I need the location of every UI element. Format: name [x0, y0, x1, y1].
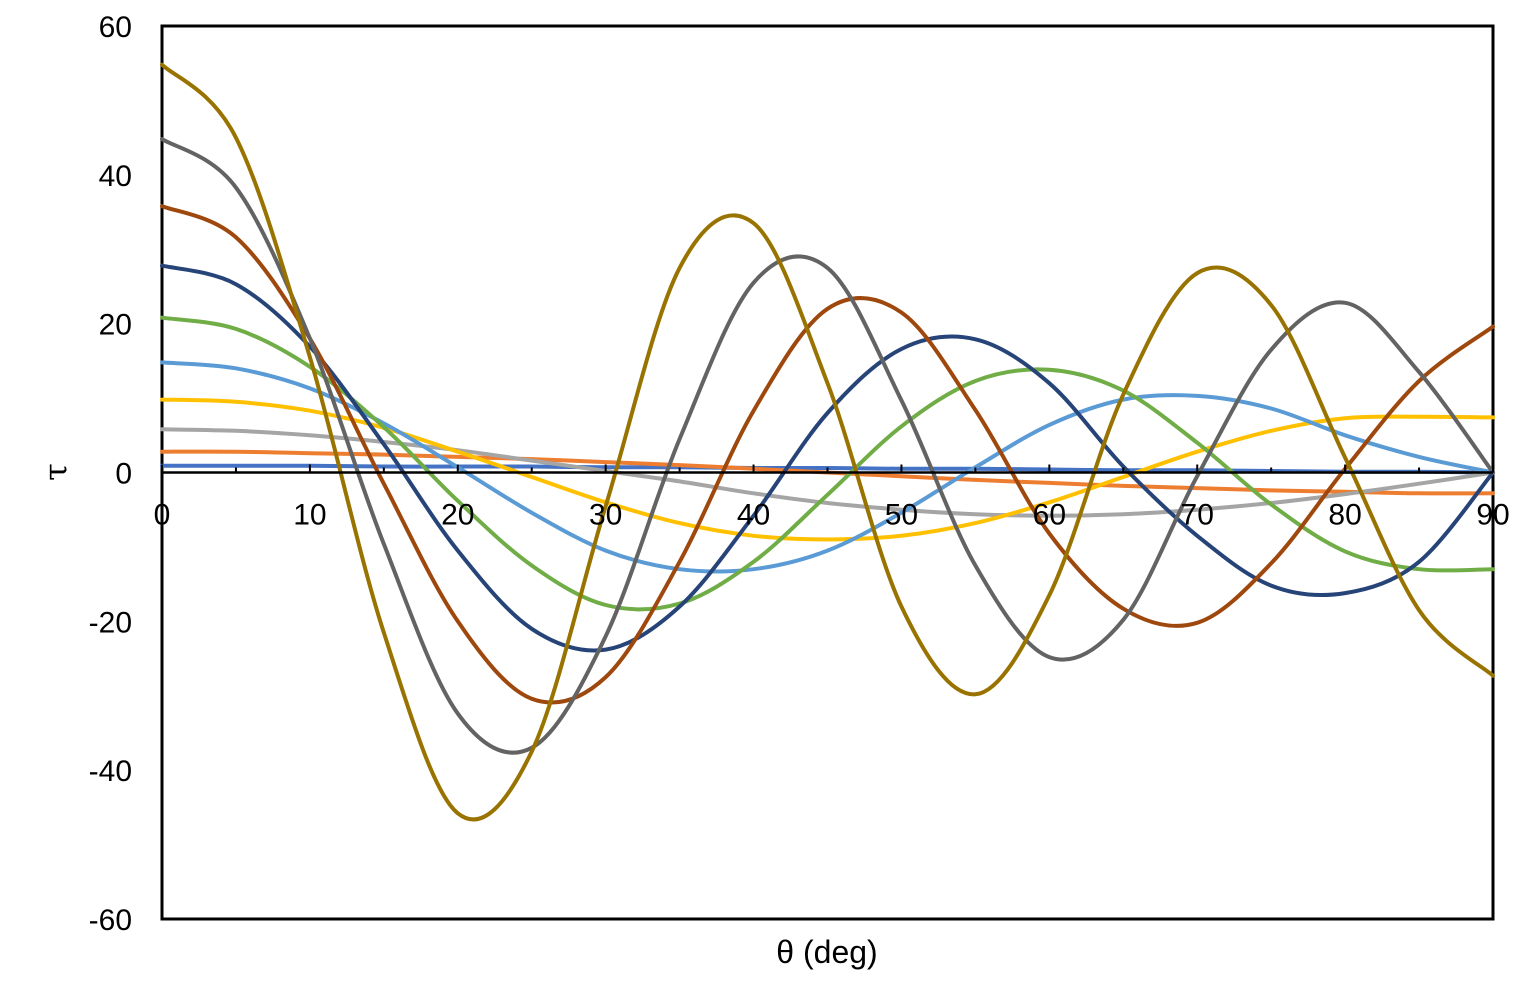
axis-layer: 0 10 20 30 40 50 60 70 80 90 60 40 20 0 -20 -40 -60	[89, 11, 1510, 937]
x-tick-label: 40	[737, 499, 770, 532]
x-tick-label: 80	[1328, 499, 1361, 532]
series-line-6	[160, 315, 1495, 612]
series-line-5	[160, 360, 1495, 574]
series-line-7	[160, 263, 1495, 653]
y-tick-label: 0	[115, 458, 132, 491]
series-line-10	[160, 62, 1495, 822]
x-tick-label: 70	[1181, 499, 1214, 532]
y-tick-label: -60	[89, 904, 132, 937]
y-tick-label: -40	[89, 755, 132, 788]
y-tick-label: 60	[99, 11, 132, 44]
series-line-9	[160, 137, 1495, 755]
x-tick-label: 10	[293, 499, 326, 532]
y-tick-label: 20	[99, 309, 132, 342]
x-tick-label: 60	[1033, 499, 1066, 532]
y-axis-title: τ	[37, 463, 75, 481]
x-tick-label: 20	[441, 499, 474, 532]
x-tick-label: 50	[885, 499, 918, 532]
x-tick-label: 90	[1476, 499, 1509, 532]
y-tick-label: 40	[99, 160, 132, 193]
y-tick-label: -20	[89, 606, 132, 639]
x-tick-label: 30	[589, 499, 622, 532]
x-tick-label: 0	[154, 499, 171, 532]
x-axis-title: θ (deg)	[776, 934, 877, 970]
